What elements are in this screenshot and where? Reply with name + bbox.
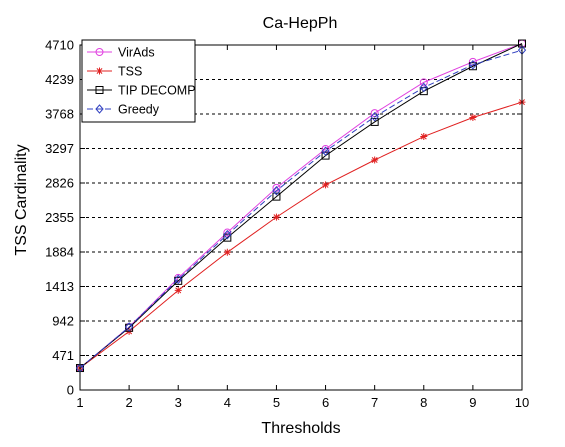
data-point	[272, 186, 281, 196]
series-tss	[76, 98, 526, 372]
data-point	[371, 156, 379, 164]
x-tick-label: 5	[273, 395, 280, 410]
x-tick-label: 7	[371, 395, 378, 410]
y-tick-label: 0	[67, 383, 74, 398]
data-point	[223, 248, 231, 256]
x-axis-label: Thresholds	[261, 420, 340, 437]
x-tick-label: 8	[420, 395, 427, 410]
series-line	[79, 49, 523, 369]
legend: VirAds TSS TIP DECOMP Greedy	[81, 39, 196, 123]
data-point	[321, 151, 330, 160]
x-tick-label: 3	[175, 395, 182, 410]
data-point	[272, 213, 280, 221]
y-axis-label: TSS Cardinality	[13, 144, 30, 255]
chart-title: Ca-HepPh	[263, 15, 338, 32]
legend-marker	[96, 67, 103, 75]
series-line	[79, 43, 523, 369]
series-line	[79, 43, 523, 369]
data-point	[322, 181, 330, 189]
data-point	[468, 57, 477, 66]
legend-item: Greedy	[87, 103, 160, 117]
data-point	[223, 228, 232, 237]
data-point	[420, 133, 428, 141]
data-point	[174, 276, 183, 285]
x-tick-label: 2	[125, 395, 132, 410]
data-point	[174, 286, 182, 294]
x-tick-label: 9	[469, 395, 476, 410]
axis-ticks: 0471942141318842355282632973768423947101…	[45, 38, 529, 411]
legend-box	[81, 39, 196, 123]
legend-item: TSS	[87, 65, 142, 79]
y-tick-label: 3768	[45, 107, 74, 122]
data-point	[321, 146, 330, 156]
y-tick-label: 471	[52, 348, 74, 363]
legend-marker	[95, 48, 104, 56]
data-point	[223, 229, 232, 240]
x-tick-label: 6	[322, 395, 329, 410]
data-point	[370, 117, 379, 126]
data-point	[272, 192, 281, 201]
data-point	[469, 114, 477, 122]
x-tick-label: 10	[515, 395, 529, 410]
x-tick-label: 1	[76, 395, 83, 410]
y-tick-label: 2826	[45, 176, 74, 191]
legend-label: Greedy	[118, 103, 160, 117]
series-line	[79, 101, 523, 369]
x-tick-label: 4	[224, 395, 231, 410]
y-tick-label: 942	[52, 314, 74, 329]
y-tick-label: 4239	[45, 72, 74, 87]
legend-item: VirAds	[87, 46, 155, 60]
legend-marker	[95, 104, 104, 114]
data-point	[419, 82, 428, 93]
legend-label: TSS	[118, 65, 142, 79]
data-point	[124, 322, 134, 332]
data-point	[370, 112, 379, 122]
y-tick-label: 3297	[45, 141, 74, 156]
data-point	[468, 60, 478, 70]
y-tick-label: 1884	[45, 245, 74, 260]
legend-label: VirAds	[118, 46, 155, 60]
y-tick-label: 2355	[45, 210, 74, 225]
y-tick-label: 4710	[45, 38, 74, 53]
legend-label: TIP DECOMP	[118, 84, 196, 98]
data-point	[174, 274, 183, 285]
data-point	[419, 78, 428, 87]
y-tick-label: 1413	[45, 279, 74, 294]
legend-marker	[95, 86, 104, 94]
legend-item: TIP DECOMP	[87, 84, 196, 98]
